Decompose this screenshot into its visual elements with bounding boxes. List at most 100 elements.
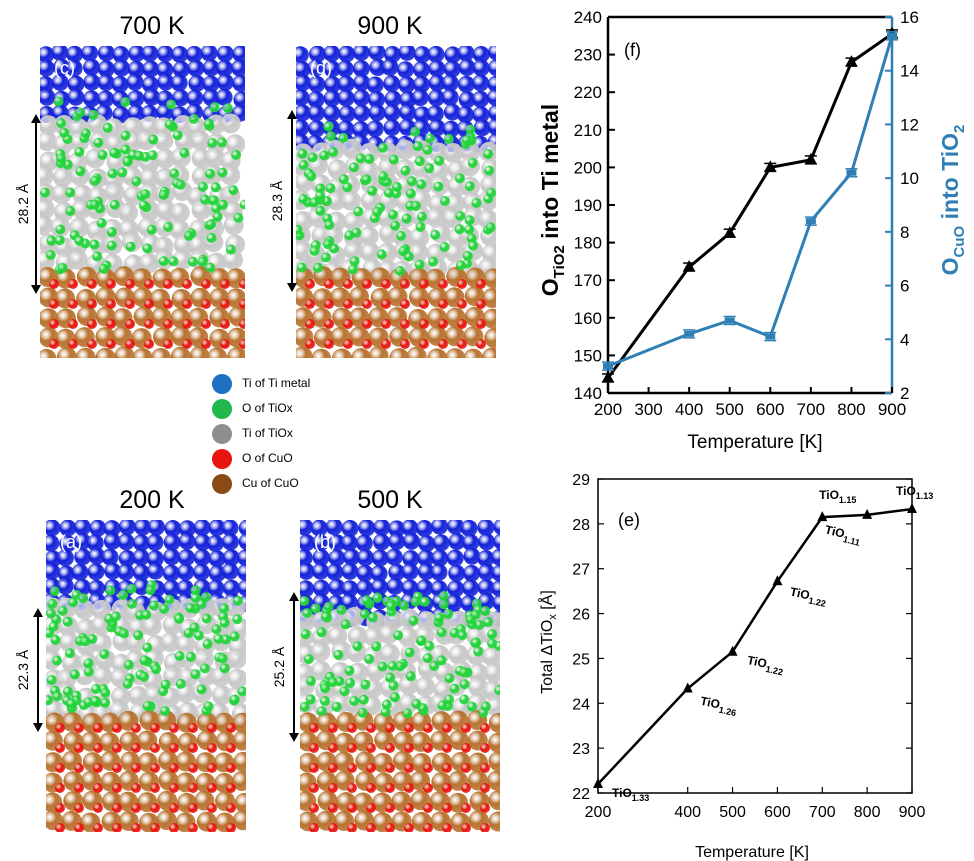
atom xyxy=(118,202,139,223)
atom xyxy=(178,532,196,550)
atom xyxy=(343,548,361,566)
atom xyxy=(91,684,102,695)
atom xyxy=(169,202,190,223)
atom xyxy=(190,585,201,596)
atom xyxy=(46,550,62,568)
atom xyxy=(401,579,419,597)
atom xyxy=(172,130,183,141)
atom xyxy=(67,88,85,106)
atom xyxy=(423,723,433,733)
atom xyxy=(390,692,401,703)
atom xyxy=(52,691,63,702)
atom xyxy=(366,76,384,94)
atom xyxy=(482,347,496,358)
atom xyxy=(491,580,500,598)
y-tick-label: 28 xyxy=(572,517,590,534)
atom xyxy=(338,105,356,123)
data-point xyxy=(887,32,897,39)
atom xyxy=(326,190,347,211)
atom xyxy=(312,548,330,566)
snapshot-500k: (b) xyxy=(300,520,500,832)
atom xyxy=(93,803,103,813)
atom xyxy=(52,655,63,666)
atom xyxy=(142,701,153,712)
atom xyxy=(216,60,234,78)
atom xyxy=(182,319,192,329)
atom xyxy=(429,660,440,671)
atom xyxy=(93,137,104,148)
atom xyxy=(55,743,65,753)
atom xyxy=(207,579,225,597)
atom xyxy=(403,532,421,550)
atom xyxy=(427,89,445,107)
atom xyxy=(443,133,454,144)
atom xyxy=(296,104,312,122)
atom xyxy=(370,565,388,583)
atom xyxy=(352,121,370,139)
atom xyxy=(169,743,179,753)
atom xyxy=(202,75,220,93)
atom xyxy=(357,549,375,567)
atom xyxy=(420,596,431,607)
atom xyxy=(40,59,55,77)
atom xyxy=(367,186,378,197)
atom xyxy=(487,88,496,106)
atom xyxy=(369,59,387,77)
atom xyxy=(109,199,120,210)
atom xyxy=(55,783,65,793)
atom xyxy=(216,73,234,91)
legend-swatch xyxy=(212,399,232,419)
x-tick-label: 900 xyxy=(899,804,926,821)
atom xyxy=(67,75,85,93)
atom xyxy=(202,59,220,77)
x-tick-label: 500 xyxy=(716,400,744,419)
panel-d-temperature: 900 K xyxy=(357,12,423,40)
atom xyxy=(352,60,370,78)
atom xyxy=(148,134,159,145)
atom xyxy=(355,534,373,552)
atom xyxy=(401,563,419,581)
atom xyxy=(428,119,446,137)
atom xyxy=(440,196,451,207)
data-label: TiO1.11 xyxy=(823,522,863,547)
atom xyxy=(106,339,116,349)
atom xyxy=(427,46,445,63)
atom xyxy=(81,46,99,62)
atom xyxy=(364,653,375,664)
atom xyxy=(368,46,386,61)
atom xyxy=(319,696,330,707)
atom xyxy=(296,346,313,358)
atom xyxy=(163,339,173,349)
atom xyxy=(215,88,233,106)
atom xyxy=(187,256,198,267)
atom xyxy=(40,348,57,358)
atom xyxy=(477,592,495,610)
snapshot-200k: (a) xyxy=(46,520,246,832)
atom xyxy=(123,185,144,206)
atom xyxy=(306,676,317,687)
y-tick-label: 220 xyxy=(574,83,602,102)
atom xyxy=(117,167,128,178)
atom xyxy=(323,601,334,612)
atom xyxy=(142,642,153,653)
atom xyxy=(65,187,76,198)
atom xyxy=(309,245,320,256)
atom xyxy=(344,665,355,676)
atom xyxy=(457,75,475,93)
atom xyxy=(201,279,211,289)
y2-tick-label: 4 xyxy=(900,330,909,349)
atom xyxy=(200,592,211,603)
panel-b-temperature: 500 K xyxy=(357,486,423,514)
atom xyxy=(480,701,491,712)
atom xyxy=(343,279,353,289)
series-line xyxy=(606,32,893,379)
thickness-label-200k: 22.3 Å xyxy=(15,649,31,690)
atom xyxy=(112,46,130,64)
atom xyxy=(413,106,431,124)
atom xyxy=(461,803,471,813)
atom xyxy=(339,686,350,697)
atom xyxy=(358,226,379,247)
atom xyxy=(442,120,460,138)
atom xyxy=(438,339,448,349)
atom xyxy=(383,75,401,93)
